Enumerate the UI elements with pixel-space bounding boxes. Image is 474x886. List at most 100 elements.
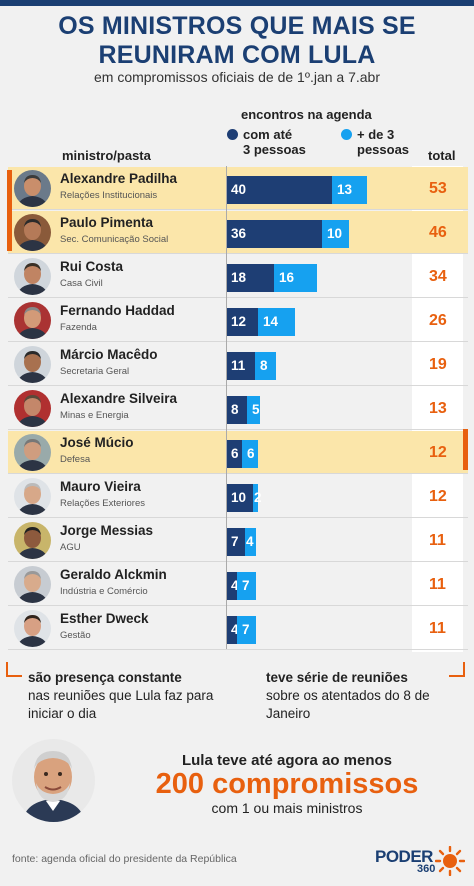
bar-segment-up-to-3: 4	[226, 572, 239, 600]
minister-name: Alexandre Silveira	[60, 391, 178, 406]
row-total: 11	[429, 532, 446, 549]
source-note: fonte: agenda oficial do presidente da R…	[12, 853, 237, 865]
table-row: Márcio Macêdo Secretaria Geral 11 8 19	[8, 343, 468, 386]
row-total: 11	[429, 620, 446, 637]
page-title: OS MINISTROS QUE MAIS SE REUNIRAM COM LU…	[10, 12, 464, 70]
avatar-messias-icon	[14, 522, 51, 559]
bar-label-b: 6	[247, 446, 255, 461]
bar-segment-over-3: 7	[237, 572, 256, 600]
minister-name: Geraldo Alckmin	[60, 567, 167, 582]
minister-name: Mauro Vieira	[60, 479, 141, 494]
minister-role: Relações Institucionais	[60, 190, 158, 201]
bar-segment-over-3: 6	[242, 440, 258, 468]
bar-segment-over-3: 4	[245, 528, 256, 556]
table-row: José Múcio Defesa 6 6 12	[8, 431, 468, 474]
bar-segment-up-to-3: 18	[226, 264, 274, 292]
row-divider	[8, 209, 468, 210]
lula-portrait-icon	[12, 739, 95, 822]
bar-label-b: 10	[327, 226, 343, 241]
summary-highlight: 200 compromissos	[155, 768, 419, 800]
bar-segment-up-to-3: 36	[226, 220, 322, 248]
note-bracket-left	[6, 662, 8, 676]
minister-role: Secretaria Geral	[60, 366, 130, 377]
top-rule	[0, 0, 474, 6]
table-row: Esther Dweck Gestão 4 7 11	[8, 607, 468, 650]
bar-segment-up-to-3: 10	[226, 484, 253, 512]
table-row: Mauro Vieira Relações Exteriores 10 2 12	[8, 475, 468, 518]
bar-label-a: 6	[231, 446, 239, 461]
summary-line-1: Lula teve até agora ao menos	[181, 752, 393, 769]
avatar-padilha-icon	[14, 170, 51, 207]
row-divider	[8, 473, 468, 474]
row-total: 34	[429, 268, 447, 285]
bar-segment-up-to-3: 11	[226, 352, 255, 380]
table-row: Geraldo Alckmin Indústria e Comércio 4 7 11	[8, 563, 468, 606]
bar-label-b: 16	[279, 270, 295, 285]
note-left-bold: são presença constante	[28, 670, 182, 685]
row-divider	[8, 253, 468, 254]
column-header-minister: ministro/pasta	[62, 148, 151, 163]
avatar-haddad-icon	[14, 302, 51, 339]
bar-label-b: 7	[242, 622, 250, 637]
bar-segment-over-3: 14	[258, 308, 295, 336]
minister-name: Rui Costa	[60, 259, 124, 274]
row-total: 53	[429, 180, 447, 197]
note-left-text: nas reuniões que Lula faz para iniciar o…	[28, 688, 214, 721]
bar-segment-over-3: 7	[237, 616, 256, 644]
avatar-vieira-icon	[14, 478, 51, 515]
table-row: Alexandre Padilha Relações Institucionais…	[8, 167, 468, 210]
row-divider	[8, 561, 468, 562]
note-bracket-right-foot	[449, 675, 465, 677]
bar-label-a: 40	[231, 182, 247, 197]
bar-segment-over-3: 16	[274, 264, 317, 292]
legend-dot-b-icon	[341, 129, 352, 140]
bar-segment-over-3: 10	[322, 220, 349, 248]
row-divider	[8, 649, 468, 650]
row-total: 12	[429, 488, 447, 505]
note-left: são presença constante nas reuniões que …	[28, 669, 233, 723]
row-total: 46	[429, 224, 447, 241]
logo-sun-icon	[435, 846, 465, 876]
minister-role: Fazenda	[60, 322, 97, 333]
minister-name: Márcio Macêdo	[60, 347, 158, 362]
bar-label-b: 2	[254, 490, 262, 505]
minister-name: Paulo Pimenta	[60, 215, 154, 230]
bar-label-a: 10	[231, 490, 247, 505]
logo-sub: 360	[417, 863, 436, 875]
avatar-macedo-icon	[14, 346, 51, 383]
bar-segment-up-to-3: 12	[226, 308, 258, 336]
row-divider	[8, 517, 468, 518]
bar-label-b: 8	[260, 358, 268, 373]
row-total: 11	[429, 576, 446, 593]
bar-label-b: 5	[252, 402, 260, 417]
table-row: Rui Costa Casa Civil 18 16 34	[8, 255, 468, 298]
minister-role: Sec. Comunicação Social	[60, 234, 169, 245]
subtitle: em compromissos oficiais de de 1º.jan a …	[93, 69, 381, 85]
bar-label-b: 14	[263, 314, 279, 329]
bar-label-a: 11	[231, 358, 246, 373]
bar-segment-up-to-3: 8	[226, 396, 247, 424]
note-right-text: sobre os atentados do 8 de Janeiro	[266, 688, 430, 721]
accent-mark-left	[7, 170, 12, 251]
note-bracket-left-foot	[6, 675, 22, 677]
note-right: teve série de reuniões sobre os atentado…	[266, 669, 466, 723]
legend-label-a: com até 3 pessoas	[243, 127, 306, 157]
bar-label-a: 4	[231, 578, 239, 593]
logo-text: PODER	[375, 847, 433, 866]
bar-label-b: 7	[242, 578, 250, 593]
row-divider	[8, 297, 468, 298]
title-line-2: REUNIRAM COM LULA	[98, 41, 376, 69]
bar-label-a: 36	[231, 226, 247, 241]
note-right-bold: teve série de reuniões	[266, 670, 408, 685]
bar-label-a: 8	[231, 402, 239, 417]
title-line-1: OS MINISTROS QUE MAIS SE	[58, 12, 416, 40]
bar-segment-over-3: 5	[247, 396, 260, 424]
table-row: Paulo Pimenta Sec. Comunicação Social 36 10…	[8, 211, 468, 254]
avatar-pimenta-icon	[14, 214, 51, 251]
minister-role: Indústria e Comércio	[60, 586, 148, 597]
minister-role: AGU	[60, 542, 81, 553]
minister-name: Fernando Haddad	[60, 303, 175, 318]
bar-segment-over-3: 2	[253, 484, 262, 512]
minister-role: Minas e Energia	[60, 410, 129, 421]
row-total: 12	[429, 444, 447, 461]
